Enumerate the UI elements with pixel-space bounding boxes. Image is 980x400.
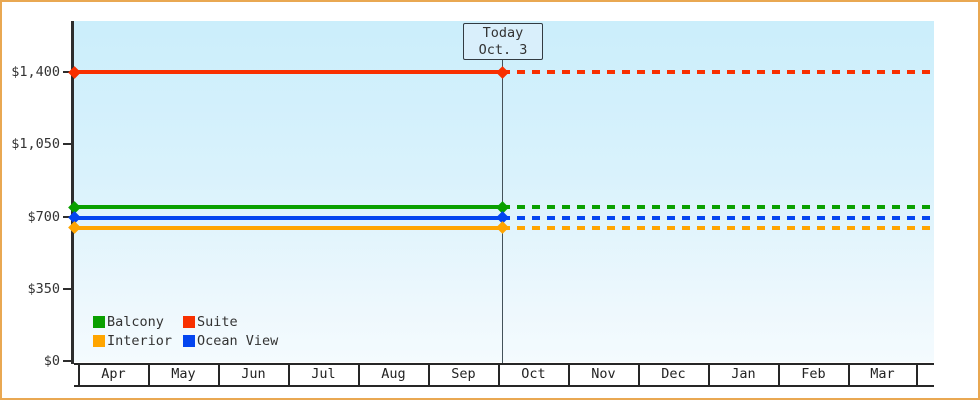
legend-label: Ocean View bbox=[197, 333, 279, 349]
legend-swatch bbox=[183, 316, 195, 328]
y-axis-tick-label: $0 bbox=[43, 353, 60, 369]
today-box: Today Oct. 3 bbox=[463, 23, 543, 60]
y-axis-tick bbox=[63, 215, 72, 218]
legend-swatch bbox=[93, 335, 105, 347]
y-axis-tick bbox=[63, 287, 72, 290]
series-line-solid-balcony bbox=[74, 205, 503, 210]
month-cell-nov: Nov bbox=[567, 365, 638, 385]
series-line-dashed-interior bbox=[502, 225, 934, 230]
month-cell-sep: Sep bbox=[427, 365, 498, 385]
y-axis-tick-label: $700 bbox=[27, 208, 60, 225]
y-axis-tick-label: $1,050 bbox=[11, 136, 60, 153]
month-cell-oct: Oct bbox=[497, 365, 568, 385]
series-line-dashed-suite bbox=[502, 70, 934, 74]
today-label: Today bbox=[482, 24, 524, 41]
legend-item-ocean-view: Ocean View bbox=[183, 333, 279, 349]
y-axis-tick bbox=[63, 71, 72, 73]
y-axis-tick bbox=[63, 143, 72, 146]
month-cell-feb: Feb bbox=[777, 365, 848, 385]
series-line-solid-interior bbox=[74, 225, 503, 230]
series-line-solid-ocean-view bbox=[74, 215, 503, 220]
today-date: Oct. 3 bbox=[478, 41, 528, 58]
series-line-dashed-balcony bbox=[502, 205, 934, 210]
y-axis bbox=[71, 21, 74, 364]
legend-item-balcony: Balcony bbox=[93, 314, 164, 330]
legend-label: Suite bbox=[197, 314, 238, 330]
legend-swatch bbox=[93, 316, 105, 328]
month-cell-jul: Jul bbox=[287, 365, 358, 385]
month-cell-may: May bbox=[147, 365, 218, 385]
series-line-dashed-ocean-view bbox=[502, 215, 934, 220]
legend-item-interior: Interior bbox=[93, 333, 173, 349]
plot-area bbox=[74, 21, 934, 362]
series-line-solid-suite bbox=[74, 70, 503, 74]
month-cell-jun: Jun bbox=[217, 365, 288, 385]
legend-label: Balcony bbox=[107, 314, 164, 330]
legend-swatch bbox=[183, 335, 195, 347]
month-cell-dec: Dec bbox=[637, 365, 708, 385]
y-axis-tick bbox=[63, 360, 72, 362]
y-axis-tick-label: $1,400 bbox=[11, 64, 60, 80]
month-cell-mar: Mar bbox=[847, 365, 918, 385]
x-axis-month-band: Apr May Jun Jul Aug Sep Oct Nov Dec Jan Feb Mar bbox=[74, 363, 934, 387]
month-cell-aug: Aug bbox=[357, 365, 428, 385]
legend-label: Interior bbox=[107, 333, 173, 349]
month-cell-jan: Jan bbox=[707, 365, 778, 385]
month-cell-apr: Apr bbox=[77, 365, 148, 385]
y-axis-tick-label: $350 bbox=[27, 280, 60, 297]
legend-item-suite: Suite bbox=[183, 314, 238, 330]
